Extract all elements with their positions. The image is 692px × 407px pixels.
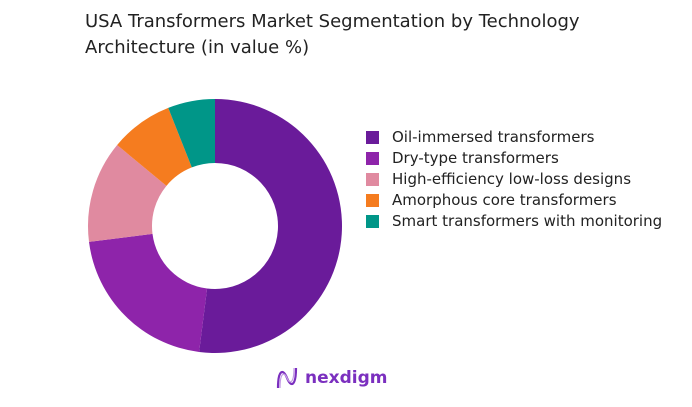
logo-wave-icon xyxy=(276,367,298,389)
donut-slice-3 xyxy=(88,145,167,242)
legend-swatch xyxy=(366,215,379,228)
legend-item: Oil-immersed transformers xyxy=(366,127,666,148)
legend-label: Smart transformers with monitoring xyxy=(392,212,663,230)
donut-slice-2 xyxy=(89,233,208,352)
legend-item: Amorphous core transformers xyxy=(366,190,666,211)
legend-label: High-efficiency low-loss designs xyxy=(392,170,632,188)
nexdigm-logo: nexdigm xyxy=(275,366,387,390)
chart-title: USA Transformers Market Segmentation by … xyxy=(85,11,580,58)
legend-swatch xyxy=(366,194,379,207)
donut-slice-1 xyxy=(199,99,342,354)
donut-slice-5 xyxy=(168,99,215,168)
legend-swatch xyxy=(366,173,379,186)
legend-label: Amorphous core transformers xyxy=(392,191,617,209)
legend-swatch xyxy=(366,131,379,144)
legend-item: High-efficiency low-loss designs xyxy=(366,169,666,190)
legend-label: Oil-immersed transformers xyxy=(392,128,595,146)
donut-slice-4 xyxy=(117,107,192,186)
legend: Oil-immersed transformers Dry-type trans… xyxy=(366,127,666,232)
legend-swatch xyxy=(366,152,379,165)
logo-text: nexdigm xyxy=(305,368,388,388)
legend-label: Dry-type transformers xyxy=(392,149,559,167)
legend-item: Dry-type transformers xyxy=(366,148,666,169)
legend-item: Smart transformers with monitoring xyxy=(366,211,666,232)
